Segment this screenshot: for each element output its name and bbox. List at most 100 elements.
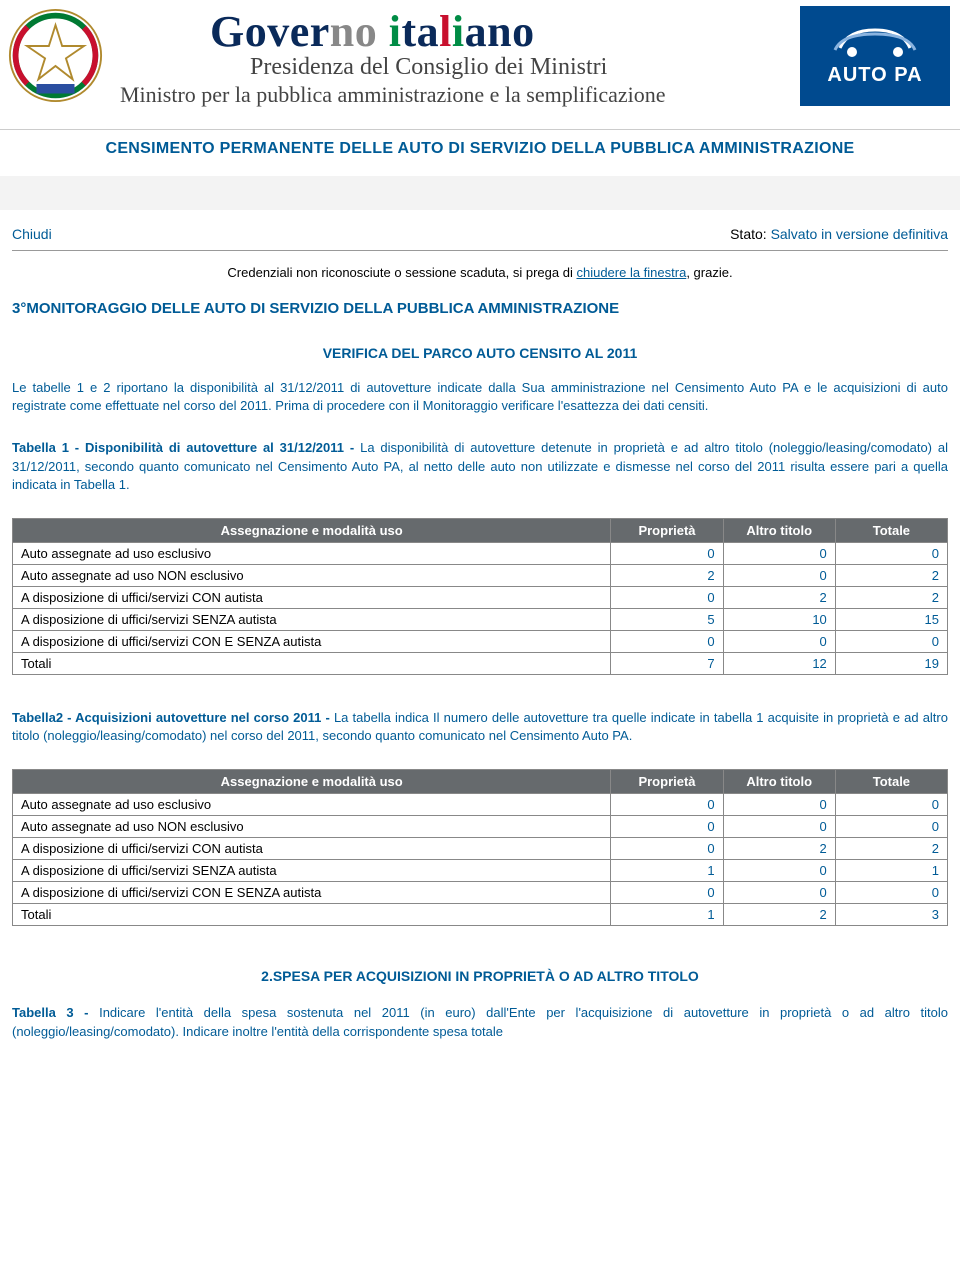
row-label: Auto assegnate ad uso esclusivo xyxy=(13,794,611,816)
cell-value: 0 xyxy=(835,794,947,816)
state-text: Stato: Salvato in versione definitiva xyxy=(730,226,948,242)
row-label: A disposizione di uffici/servizi CON E S… xyxy=(13,630,611,652)
cell-value: 0 xyxy=(611,794,723,816)
cell-value: 15 xyxy=(835,608,947,630)
table-row: Totali71219 xyxy=(13,652,948,674)
row-label: A disposizione di uffici/servizi CON aut… xyxy=(13,838,611,860)
table3-caption-rest: Indicare l'entità della spesa sostenuta … xyxy=(12,1005,948,1038)
car-icon xyxy=(830,20,920,60)
cell-value: 1 xyxy=(835,860,947,882)
cell-value: 0 xyxy=(835,630,947,652)
table2-caption-bold: Tabella2 - Acquisizioni autovetture nel … xyxy=(12,710,334,725)
cell-value: 2 xyxy=(835,586,947,608)
gov-title-part: ta xyxy=(402,7,440,56)
state-value: Salvato in versione definitiva xyxy=(771,226,948,242)
table-row: Auto assegnate ad uso NON esclusivo202 xyxy=(13,564,948,586)
close-window-link[interactable]: chiudere la finestra xyxy=(576,265,686,280)
table-row: A disposizione di uffici/servizi CON aut… xyxy=(13,838,948,860)
table3-caption: Tabella 3 - Indicare l'entità della spes… xyxy=(12,1004,948,1040)
cell-value: 0 xyxy=(611,838,723,860)
gov-title: Governo italiano xyxy=(210,6,535,57)
cell-value: 19 xyxy=(835,652,947,674)
row-label: A disposizione di uffici/servizi SENZA a… xyxy=(13,860,611,882)
row-label: A disposizione di uffici/servizi SENZA a… xyxy=(13,608,611,630)
autopa-logo: AUTO PA xyxy=(800,6,950,106)
table1-caption-bold: Tabella 1 - Disponibilità di autovetture… xyxy=(12,440,360,455)
row-label: Totali xyxy=(13,904,611,926)
column-header: Altro titolo xyxy=(723,770,835,794)
cell-value: 2 xyxy=(835,838,947,860)
table1: Assegnazione e modalità usoProprietàAltr… xyxy=(12,518,948,675)
table-row: Auto assegnate ad uso NON esclusivo000 xyxy=(13,816,948,838)
cell-value: 0 xyxy=(723,564,835,586)
banner: Governo italiano Presidenza del Consigli… xyxy=(0,0,960,130)
autopa-label: AUTO PA xyxy=(827,64,922,86)
column-header: Altro titolo xyxy=(723,518,835,542)
state-label: Stato: xyxy=(730,226,770,242)
table-row: A disposizione di uffici/servizi CON E S… xyxy=(13,630,948,652)
table-row: A disposizione di uffici/servizi CON aut… xyxy=(13,586,948,608)
gov-title-part: ano xyxy=(465,7,535,56)
column-header: Assegnazione e modalità uso xyxy=(13,518,611,542)
cell-value: 2 xyxy=(835,564,947,586)
table-row: Auto assegnate ad uso esclusivo000 xyxy=(13,542,948,564)
gov-title-part: l xyxy=(439,7,452,56)
cell-value: 2 xyxy=(723,838,835,860)
cell-value: 12 xyxy=(723,652,835,674)
cell-value: 2 xyxy=(611,564,723,586)
cell-value: 5 xyxy=(611,608,723,630)
cell-value: 1 xyxy=(611,860,723,882)
cell-value: 0 xyxy=(611,586,723,608)
gov-title-part: Gover xyxy=(210,7,330,56)
table2-caption: Tabella2 - Acquisizioni autovetture nel … xyxy=(12,709,948,769)
cell-value: 0 xyxy=(835,882,947,904)
cell-value: 0 xyxy=(723,816,835,838)
row-label: Auto assegnate ad uso NON esclusivo xyxy=(13,816,611,838)
table2: Assegnazione e modalità usoProprietàAltr… xyxy=(12,769,948,926)
gov-title-part: no xyxy=(330,7,377,56)
cell-value: 0 xyxy=(611,816,723,838)
row-label: Auto assegnate ad uso NON esclusivo xyxy=(13,564,611,586)
column-header: Assegnazione e modalità uso xyxy=(13,770,611,794)
cell-value: 1 xyxy=(611,904,723,926)
table-row: Auto assegnate ad uso esclusivo000 xyxy=(13,794,948,816)
cell-value: 0 xyxy=(835,542,947,564)
census-heading: CENSIMENTO PERMANENTE DELLE AUTO DI SERV… xyxy=(0,130,960,176)
cell-value: 7 xyxy=(611,652,723,674)
page-title: 3°MONITORAGGIO DELLE AUTO DI SERVIZIO DE… xyxy=(12,300,948,345)
verify-paragraph: Le tabelle 1 e 2 riportano la disponibil… xyxy=(12,379,948,439)
gray-bar xyxy=(0,176,960,210)
presidenza-script: Presidenza del Consiglio dei Ministri xyxy=(250,54,607,81)
credentials-line: Credenziali non riconosciute o sessione … xyxy=(12,251,948,300)
cell-value: 10 xyxy=(723,608,835,630)
table-row: A disposizione di uffici/servizi SENZA a… xyxy=(13,608,948,630)
cell-value: 2 xyxy=(723,904,835,926)
cred-suffix: , grazie. xyxy=(686,265,732,280)
verify-heading: VERIFICA DEL PARCO AUTO CENSITO AL 2011 xyxy=(12,345,948,379)
table3-caption-bold: Tabella 3 - xyxy=(12,1005,99,1020)
cell-value: 0 xyxy=(723,882,835,904)
column-header: Totale xyxy=(835,770,947,794)
cell-value: 0 xyxy=(835,816,947,838)
row-label: A disposizione di uffici/servizi CON aut… xyxy=(13,586,611,608)
cell-value: 2 xyxy=(723,586,835,608)
row-label: Totali xyxy=(13,652,611,674)
cell-value: 0 xyxy=(611,882,723,904)
cell-value: 0 xyxy=(723,630,835,652)
close-link[interactable]: Chiudi xyxy=(12,226,52,242)
cred-prefix: Credenziali non riconosciute o sessione … xyxy=(227,265,576,280)
cell-value: 0 xyxy=(723,860,835,882)
cell-value: 3 xyxy=(835,904,947,926)
column-header: Proprietà xyxy=(611,770,723,794)
cell-value: 0 xyxy=(611,630,723,652)
cell-value: 0 xyxy=(723,542,835,564)
row-label: Auto assegnate ad uso esclusivo xyxy=(13,542,611,564)
section2-heading: 2.SPESA PER ACQUISIZIONI IN PROPRIETÀ O … xyxy=(12,960,948,1004)
emblem-icon xyxy=(8,8,103,103)
cell-value: 0 xyxy=(723,794,835,816)
gov-title-part xyxy=(377,7,389,56)
table1-caption: Tabella 1 - Disponibilità di autovetture… xyxy=(12,439,948,518)
table-row: Totali123 xyxy=(13,904,948,926)
gov-title-part: i xyxy=(389,7,402,56)
cell-value: 0 xyxy=(611,542,723,564)
